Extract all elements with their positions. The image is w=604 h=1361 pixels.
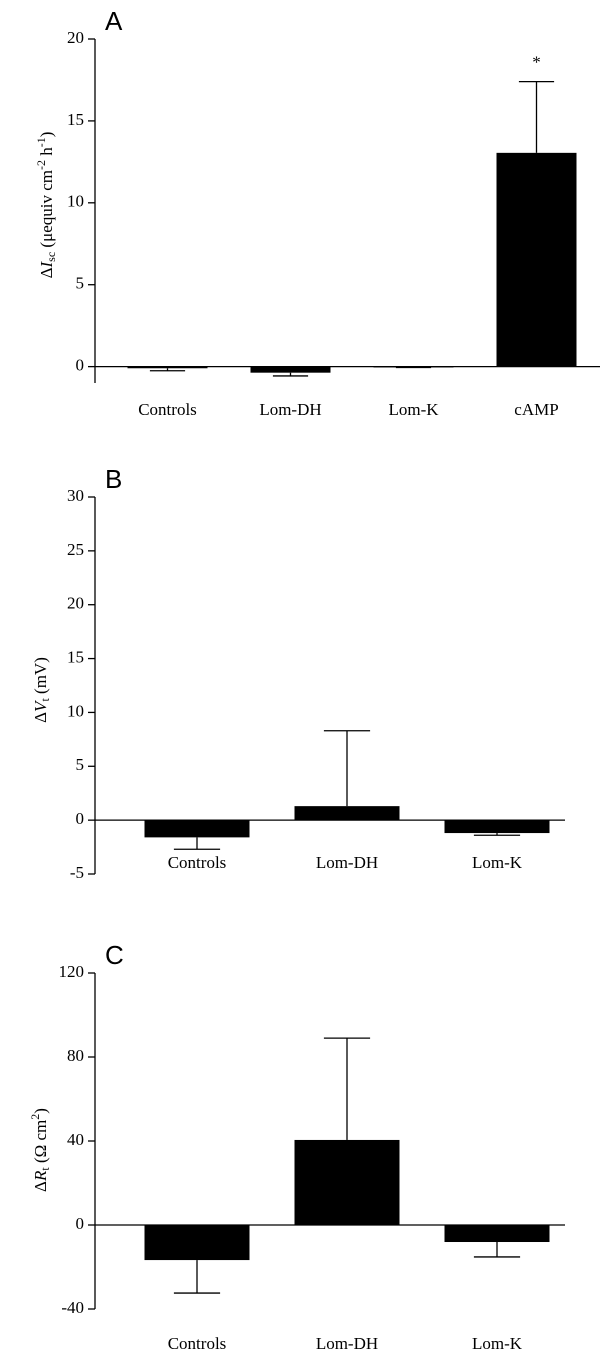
y-tick-label: 0 [76, 1214, 85, 1233]
y-axis-label: ΔRt (Ω cm2) [28, 1108, 52, 1192]
y-label-part: sc [44, 252, 58, 262]
x-tick-label: cAMP [514, 400, 558, 419]
y-label-part: Δ [31, 712, 50, 723]
y-tick-label: 5 [76, 755, 85, 774]
x-tick-label: Lom-K [388, 400, 439, 419]
y-tick-label: -40 [61, 1298, 84, 1317]
y-tick-label: 20 [67, 28, 84, 47]
y-tick-label: 30 [67, 486, 84, 505]
y-tick-label: 25 [67, 540, 84, 559]
panel-label: A [105, 6, 123, 36]
bar [294, 806, 400, 821]
y-tick-label: 40 [67, 1130, 84, 1149]
y-axis-label: ΔIsc (μequiv cm-2 h-1) [34, 132, 58, 279]
bar [144, 1225, 250, 1261]
y-label-part: Δ [37, 267, 56, 278]
y-label-part: R [31, 1170, 50, 1182]
y-tick-label: 15 [67, 110, 84, 129]
panel-label: C [105, 940, 124, 970]
y-label-part: t [38, 698, 52, 702]
y-label-part: (mV) [31, 657, 50, 698]
y-tick-label: 10 [67, 701, 84, 720]
y-label-part: ) [31, 1108, 50, 1114]
y-tick-label: 20 [67, 594, 84, 613]
y-label-part: -2 [34, 160, 48, 170]
x-tick-label: Lom-K [472, 1334, 523, 1353]
y-tick-label: 10 [67, 192, 84, 211]
y-label-part: t [38, 1167, 52, 1171]
annotation: * [532, 52, 541, 71]
panel-label: B [105, 464, 122, 494]
x-tick-label: Lom-DH [316, 1334, 378, 1353]
y-tick-label: 0 [76, 356, 85, 375]
y-label-part: (Ω cm [31, 1120, 50, 1168]
y-label-part: ) [37, 132, 56, 138]
x-tick-label: Controls [138, 400, 197, 419]
y-label-part: Δ [31, 1181, 50, 1192]
x-tick-label: Lom-DH [259, 400, 321, 419]
x-tick-label: Controls [168, 853, 227, 872]
bar [294, 1139, 400, 1225]
x-tick-label: Lom-DH [316, 853, 378, 872]
y-label-part: h [37, 147, 56, 160]
x-tick-label: Controls [168, 1334, 227, 1353]
bar [144, 820, 250, 838]
y-tick-label: 5 [76, 274, 85, 293]
y-tick-label: 80 [67, 1046, 84, 1065]
bar [250, 366, 331, 373]
y-tick-label: 0 [76, 809, 85, 828]
y-tick-label: 120 [59, 962, 85, 981]
y-label-part: V [31, 699, 50, 712]
y-label-part: (μequiv cm [37, 170, 56, 252]
bar [127, 366, 208, 369]
y-label-part: -1 [34, 137, 48, 147]
y-tick-label: 15 [67, 647, 84, 666]
bar [444, 820, 550, 834]
y-tick-label: -5 [70, 863, 84, 882]
x-tick-label: Lom-K [472, 853, 523, 872]
y-axis-label: ΔVt (mV) [31, 657, 52, 723]
bar [444, 1225, 550, 1243]
y-label-part: I [37, 260, 56, 268]
y-label-part: 2 [28, 1114, 42, 1120]
bar [496, 152, 577, 367]
